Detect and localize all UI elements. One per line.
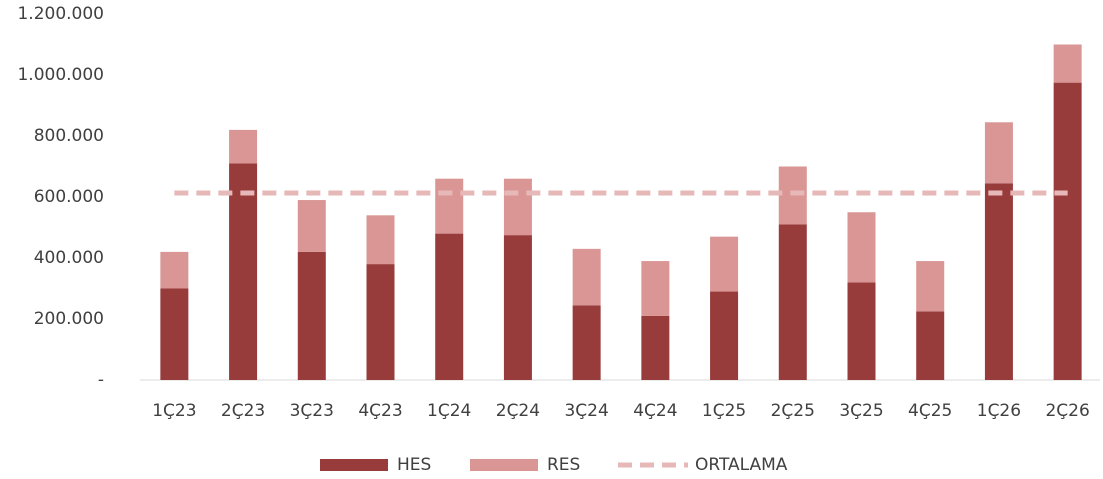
x-tick-label: 2Ç26: [1045, 401, 1089, 421]
bar-segment: [847, 282, 876, 380]
bar-segment: [641, 315, 670, 380]
bar-segment: [366, 264, 395, 380]
bar-segment: [229, 129, 258, 164]
bar-segment: [847, 212, 876, 283]
x-tick-label: 1Ç26: [977, 401, 1021, 421]
y-tick-label: 600.000: [34, 187, 104, 207]
x-tick-label: 1Ç25: [702, 401, 746, 421]
x-tick-label: 4Ç24: [633, 401, 677, 421]
bar-segment: [710, 291, 739, 380]
bar-segment: [435, 178, 464, 234]
bar-segment: [641, 261, 670, 316]
bar-segment: [297, 200, 326, 252]
bar-segment: [984, 183, 1013, 380]
bar-segment: [710, 236, 739, 292]
bar-segment: [916, 311, 945, 380]
bar-segment: [366, 215, 395, 265]
y-tick-label: 800.000: [34, 126, 104, 146]
bar-segment: [984, 122, 1013, 184]
x-tick-label: 3Ç23: [290, 401, 334, 421]
y-tick-label: 200.000: [34, 309, 104, 329]
legend-swatch: [320, 459, 388, 471]
bar-segment: [229, 163, 258, 380]
x-tick-label: 2Ç24: [496, 401, 540, 421]
bar-segment: [916, 261, 945, 312]
bar-segment: [435, 233, 464, 380]
bar-segment: [160, 251, 189, 289]
x-tick-label: 4Ç25: [908, 401, 952, 421]
y-tick-label: 1.200.000: [17, 4, 104, 24]
bar-segment: [778, 224, 807, 380]
x-tick-label: 1Ç23: [152, 401, 196, 421]
legend-label: HES: [397, 455, 431, 475]
bar-segment: [1053, 82, 1082, 380]
legend-label: ORTALAMA: [695, 455, 788, 475]
bar-segment: [160, 288, 189, 380]
bar-segment: [503, 178, 532, 236]
x-tick-label: 3Ç25: [839, 401, 883, 421]
y-tick-label: 400.000: [34, 248, 104, 268]
bar-segment: [572, 305, 601, 380]
y-tick-label: -: [98, 370, 104, 390]
x-tick-label: 2Ç25: [771, 401, 815, 421]
legend-swatch: [470, 459, 538, 471]
legend-label: RES: [547, 455, 580, 475]
x-tick-label: 3Ç24: [564, 401, 608, 421]
bar-segment: [297, 251, 326, 380]
x-tick-label: 4Ç23: [358, 401, 402, 421]
bar-segment: [572, 248, 601, 306]
x-tick-label: 1Ç24: [427, 401, 471, 421]
y-tick-label: 1.000.000: [17, 65, 104, 85]
bar-segment: [503, 235, 532, 380]
x-tick-label: 2Ç23: [221, 401, 265, 421]
bar-segment: [1053, 44, 1082, 83]
